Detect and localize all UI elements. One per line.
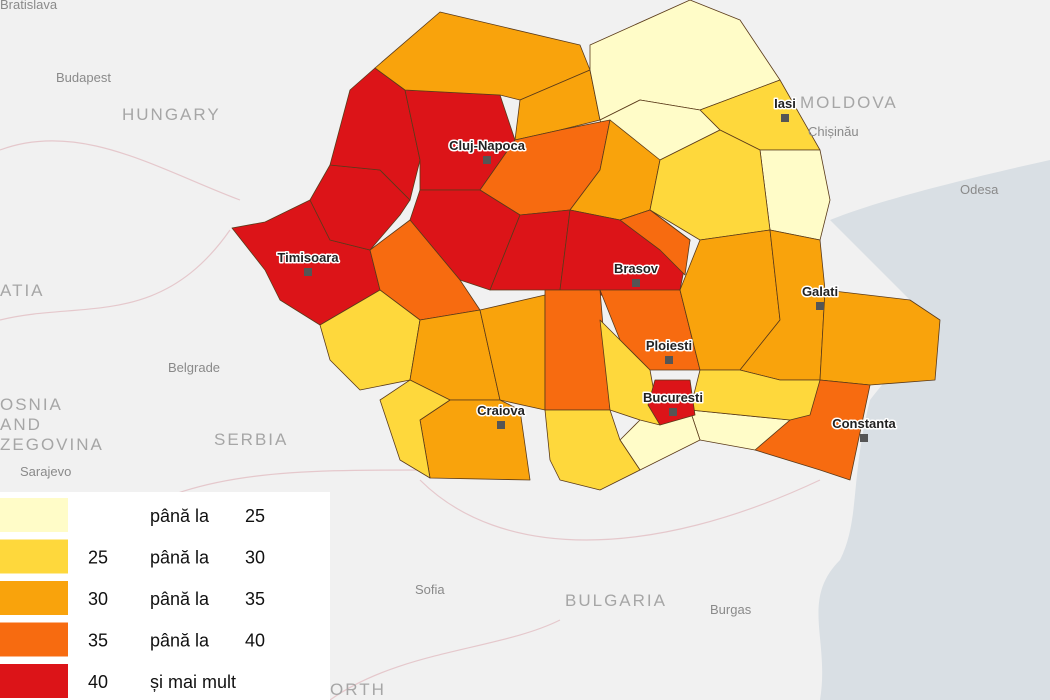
legend-label: până la: [150, 547, 210, 567]
county: [599, 289, 701, 371]
place-label: Bratislava: [0, 0, 58, 12]
legend-from: 30: [88, 589, 108, 609]
legend-label: până la: [150, 589, 210, 609]
sea: [818, 160, 1050, 700]
city-label: Ploiesti: [646, 338, 692, 353]
place-label: ORTH: [330, 680, 386, 699]
legend-from: 25: [88, 547, 108, 567]
county: [544, 289, 611, 411]
city-label: Galati: [802, 284, 838, 299]
place-label: BULGARIA: [565, 591, 667, 610]
city-label: Bucuresti: [643, 390, 703, 405]
city-marker: [816, 302, 824, 310]
county: [514, 69, 601, 141]
place-label: AND: [0, 415, 42, 434]
city-marker: [304, 268, 312, 276]
place-label: Belgrade: [168, 360, 220, 375]
place-label: ZEGOVINA: [0, 435, 104, 454]
city-marker: [781, 114, 789, 122]
city-marker: [632, 279, 640, 287]
legend-label: până la: [150, 506, 210, 526]
place-label: Sofia: [415, 582, 445, 597]
place-label: MOLDOVA: [800, 93, 898, 112]
place-label: Sarajevo: [20, 464, 71, 479]
city-label: Constanta: [832, 416, 896, 431]
place-label: Burgas: [710, 602, 752, 617]
place-label: Odesa: [960, 182, 999, 197]
legend-to: 40: [245, 630, 265, 650]
legend-swatch: [0, 539, 68, 574]
county: [619, 209, 691, 276]
legend-to: 25: [245, 506, 265, 526]
place-label: Budapest: [56, 70, 111, 85]
borders: [0, 140, 821, 700]
county: [759, 149, 831, 241]
place-label: Chișinău: [808, 124, 859, 139]
legend-from: 40: [88, 672, 108, 692]
legend-from: 35: [88, 630, 108, 650]
city-label: Brasov: [614, 261, 659, 276]
county: [689, 369, 821, 421]
city-marker: [497, 421, 505, 429]
place-label: HUNGARY: [122, 105, 221, 124]
counties: [231, 0, 941, 491]
legend: până la 25 25 până la 30 30 până la 35 35 până la…: [0, 492, 330, 700]
city-marker: [665, 356, 673, 364]
legend-label: și mai mult: [150, 672, 236, 692]
legend-swatch: [0, 622, 68, 657]
legend-label: până la: [150, 630, 210, 650]
place-label: OSNIA: [0, 395, 63, 414]
legend-to: 35: [245, 589, 265, 609]
county: [544, 409, 641, 491]
county: [379, 379, 451, 479]
city-marker: [860, 434, 868, 442]
legend-to: 30: [245, 547, 265, 567]
place-label: SERBIA: [214, 430, 288, 449]
city-marker: [669, 408, 677, 416]
legend-swatch: [0, 581, 68, 615]
city-marker: [483, 156, 491, 164]
legend-swatch: [0, 498, 68, 532]
city-label: Timisoara: [277, 250, 339, 265]
legend-swatch: [0, 664, 68, 698]
place-label: ATIA: [0, 281, 45, 300]
city-label: Iasi: [774, 96, 796, 111]
county: [647, 379, 696, 426]
city-label: Cluj-Napoca: [449, 138, 526, 153]
city-label: Craiova: [477, 403, 525, 418]
labels: Bratislava Budapest HUNGARY MOLDOVA Chișinău…: [0, 0, 999, 699]
